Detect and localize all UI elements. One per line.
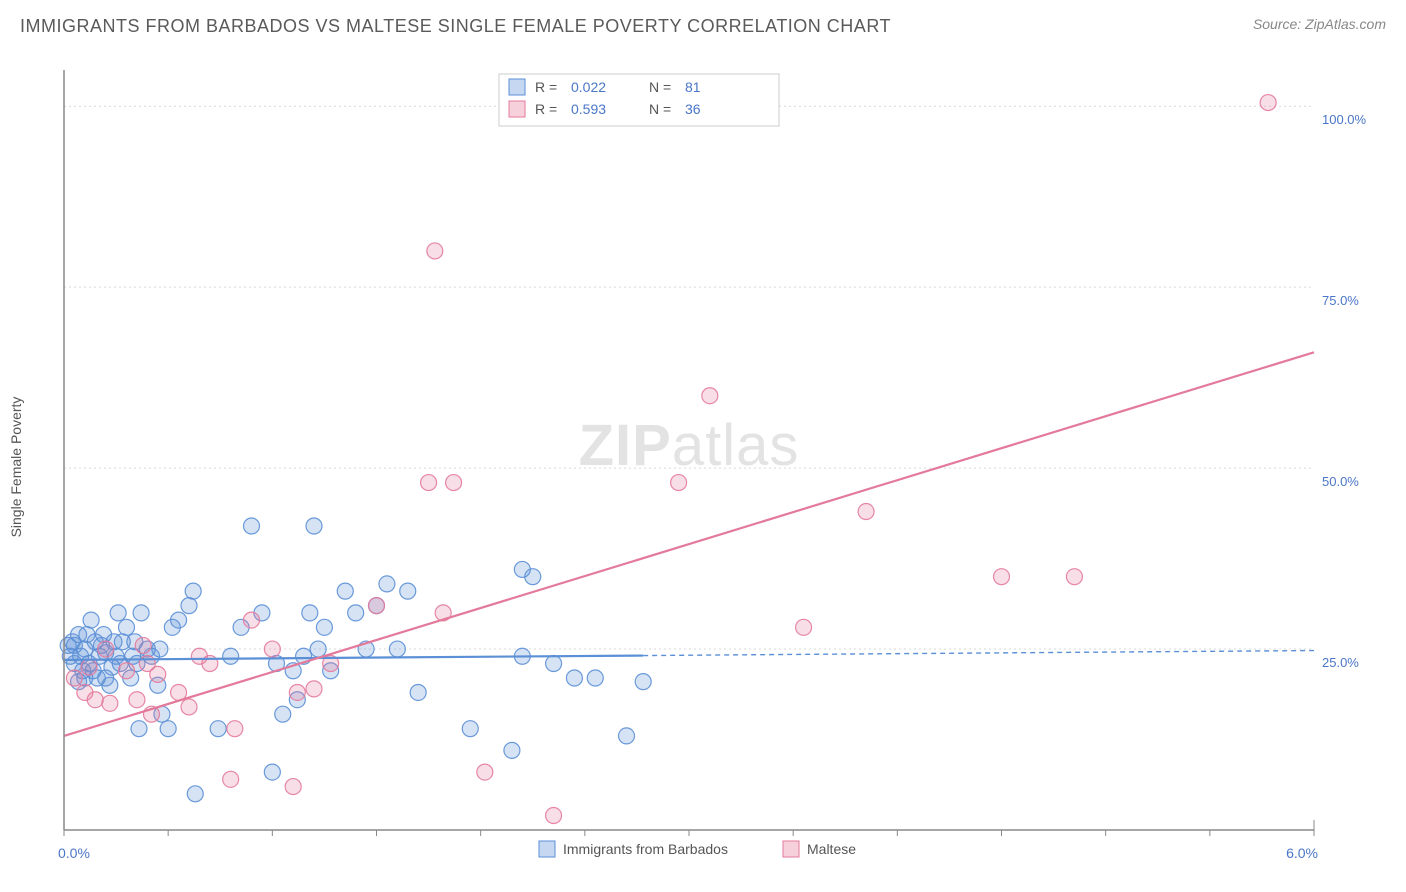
data-point-maltese (135, 637, 151, 653)
stats-swatch-barbados (509, 79, 525, 95)
data-point-maltese (427, 243, 443, 259)
x-tick-label: 6.0% (1286, 845, 1318, 861)
data-point-maltese (477, 764, 493, 780)
data-point-barbados (152, 641, 168, 657)
stats-n-value: 36 (685, 101, 701, 117)
legend-label-maltese: Maltese (807, 841, 856, 857)
data-point-maltese (1066, 569, 1082, 585)
data-point-maltese (181, 699, 197, 715)
y-tick-label: 100.0% (1322, 112, 1367, 127)
data-point-maltese (102, 695, 118, 711)
data-point-barbados (302, 605, 318, 621)
data-point-barbados (619, 728, 635, 744)
stats-n-label: N = (649, 79, 671, 95)
data-point-barbados (400, 583, 416, 599)
data-point-maltese (129, 692, 145, 708)
data-point-maltese (285, 779, 301, 795)
legend-swatch-barbados (539, 841, 555, 857)
x-tick-label: 0.0% (58, 845, 90, 861)
data-point-maltese (671, 475, 687, 491)
chart-title: IMMIGRANTS FROM BARBADOS VS MALTESE SING… (20, 16, 891, 37)
data-point-barbados (223, 648, 239, 664)
data-point-maltese (994, 569, 1010, 585)
data-point-barbados (119, 619, 135, 635)
data-point-barbados (187, 786, 203, 802)
stats-r-label: R = (535, 79, 557, 95)
data-point-maltese (227, 721, 243, 737)
data-point-maltese (289, 684, 305, 700)
data-point-maltese (223, 771, 239, 787)
data-point-barbados (131, 721, 147, 737)
y-tick-label: 50.0% (1322, 474, 1359, 489)
data-point-maltese (150, 666, 166, 682)
data-point-barbados (410, 684, 426, 700)
data-point-barbados (337, 583, 353, 599)
data-point-maltese (264, 641, 280, 657)
stats-n-value: 81 (685, 79, 701, 95)
chart-source: Source: ZipAtlas.com (1253, 16, 1386, 32)
trend-line-maltese (64, 352, 1314, 736)
data-point-maltese (858, 504, 874, 520)
data-point-maltese (81, 659, 97, 675)
y-axis-label: Single Female Poverty (8, 397, 24, 538)
data-point-barbados (171, 612, 187, 628)
stats-r-label: R = (535, 101, 557, 117)
data-point-barbados (316, 619, 332, 635)
data-point-maltese (98, 641, 114, 657)
data-point-barbados (244, 518, 260, 534)
data-point-barbados (525, 569, 541, 585)
data-point-maltese (369, 598, 385, 614)
data-point-barbados (110, 605, 126, 621)
data-point-maltese (546, 808, 562, 824)
data-point-maltese (796, 619, 812, 635)
y-tick-label: 25.0% (1322, 655, 1359, 670)
stats-swatch-maltese (509, 101, 525, 117)
data-point-barbados (348, 605, 364, 621)
chart-header: IMMIGRANTS FROM BARBADOS VS MALTESE SING… (0, 0, 1406, 45)
data-point-barbados (504, 742, 520, 758)
data-point-barbados (102, 677, 118, 693)
data-point-barbados (546, 656, 562, 672)
stats-r-value: 0.593 (571, 101, 606, 117)
data-point-barbados (587, 670, 603, 686)
trend-line-ext-barbados (643, 651, 1314, 656)
y-tick-label: 75.0% (1322, 293, 1359, 308)
data-point-barbados (310, 641, 326, 657)
stats-r-value: 0.022 (571, 79, 606, 95)
data-point-barbados (210, 721, 226, 737)
data-point-maltese (119, 663, 135, 679)
data-point-maltese (306, 681, 322, 697)
data-point-maltese (702, 388, 718, 404)
stats-n-label: N = (649, 101, 671, 117)
data-point-barbados (635, 674, 651, 690)
data-point-barbados (264, 764, 280, 780)
data-point-barbados (275, 706, 291, 722)
watermark: ZIPatlas (579, 413, 800, 478)
data-point-barbados (306, 518, 322, 534)
data-point-maltese (66, 670, 82, 686)
chart-area: Single Female Poverty 25.0%50.0%75.0%100… (44, 60, 1388, 874)
data-point-barbados (462, 721, 478, 737)
data-point-maltese (87, 692, 103, 708)
scatter-chart: 25.0% 50.0% 75.0% 100.0% ZIPatlas 0.0% 6.0% Imm… (44, 60, 1388, 874)
data-point-barbados (160, 721, 176, 737)
data-point-barbados (83, 612, 99, 628)
data-point-barbados (389, 641, 405, 657)
legend-label-barbados: Immigrants from Barbados (563, 841, 728, 857)
data-point-barbados (379, 576, 395, 592)
data-point-maltese (421, 475, 437, 491)
data-point-maltese (244, 612, 260, 628)
data-point-maltese (446, 475, 462, 491)
data-point-maltese (1260, 95, 1276, 111)
data-point-barbados (133, 605, 149, 621)
data-point-barbados (566, 670, 582, 686)
legend-swatch-maltese (783, 841, 799, 857)
data-point-barbados (181, 598, 197, 614)
data-point-barbados (185, 583, 201, 599)
